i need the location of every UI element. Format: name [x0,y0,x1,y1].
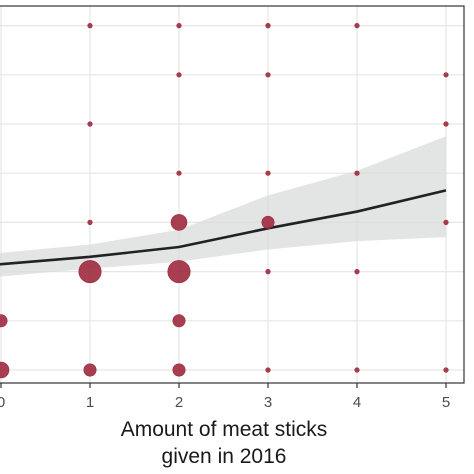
data-point [176,72,182,78]
data-point [176,170,182,176]
data-point [354,23,360,29]
x-tick-label: 0 [0,394,5,411]
x-tick-label: 2 [175,394,183,411]
data-point [265,367,271,373]
points-layer [0,23,449,379]
data-point [0,361,10,379]
data-point [354,367,360,373]
panel-border [0,5,465,384]
data-point [443,72,449,78]
data-point [443,121,449,127]
data-point [170,214,188,231]
x-tick-label: 3 [264,394,272,411]
x-axis-tick-labels: 0 1 2 3 4 5 [0,394,450,411]
data-point [265,269,271,275]
data-point [354,170,360,176]
x-tick-label: 1 [86,394,94,411]
data-point [443,367,449,373]
data-point [261,215,275,229]
data-point [78,260,102,284]
data-point [443,219,449,225]
data-point [87,23,93,29]
x-tick-label: 4 [353,394,361,411]
data-point [176,23,182,29]
data-point [172,314,186,328]
x-axis-title-line-1: Amount of meat sticks [121,418,328,441]
fit-line [0,189,447,266]
confidence-band [0,136,446,277]
x-axis-title-line-2: given in 2016 [162,445,287,468]
data-point [87,121,93,127]
data-point [0,314,8,328]
data-point [167,260,191,284]
data-point [172,363,186,377]
data-point [265,72,271,78]
data-point [265,170,271,176]
data-point [83,363,97,377]
x-axis-ticks [0,383,447,388]
x-tick-label: 5 [442,394,450,411]
confidence-band-layer [0,136,446,277]
data-point [354,269,360,275]
data-point [265,23,271,29]
fit-line-layer [0,189,447,266]
data-point [87,219,93,225]
